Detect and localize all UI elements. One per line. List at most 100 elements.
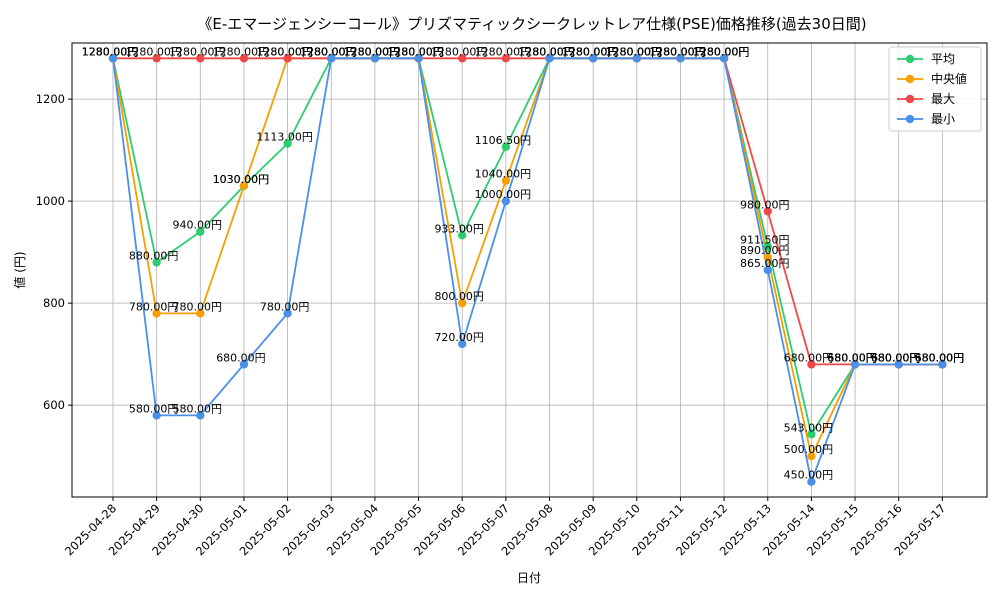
data-label-1: 680.00円 (827, 351, 877, 364)
data-label-0: 680.00円 (827, 351, 877, 364)
legend-label: 中央値 (931, 71, 967, 86)
data-label-2: 1280.00円 (169, 45, 226, 58)
data-label-3: 580.00円 (129, 402, 179, 415)
legend-swatch-marker (905, 114, 915, 124)
data-label-0: 1280.00円 (344, 45, 401, 58)
data-label-2: 1280.00円 (82, 45, 139, 58)
data-point-3 (458, 339, 467, 349)
legend-label: 平均 (931, 52, 955, 66)
data-point-2 (196, 54, 205, 63)
series-line-2 (113, 57, 943, 366)
data-label-2: 1280.00円 (649, 45, 706, 58)
data-label-2: 1280.00円 (518, 45, 575, 58)
data-label-0: 1280.00円 (649, 45, 706, 58)
data-label-1: 1280.00円 (300, 45, 357, 58)
legend-swatch-marker (905, 94, 915, 104)
data-point-3 (283, 309, 292, 318)
data-label-0: 933.00円 (434, 222, 484, 235)
data-label-3: 580.00円 (173, 402, 223, 415)
data-label-0: 1280.00円 (562, 45, 619, 58)
data-label-2: 1280.00円 (693, 45, 750, 58)
data-point-3 (414, 54, 423, 63)
data-label-0: 1280.00円 (300, 45, 357, 58)
series-line-3 (112, 57, 943, 485)
data-label-3: 680.00円 (915, 351, 965, 364)
data-label-0: 940.00円 (173, 219, 223, 232)
data-label-2: 1280.00円 (125, 45, 182, 58)
plot-frame (71, 42, 988, 498)
data-label-2: 680.00円 (871, 351, 921, 364)
data-label-2: 1280.00円 (562, 45, 619, 58)
data-point-3 (545, 54, 554, 63)
data-point-3 (196, 411, 205, 420)
series-line-0 (112, 57, 943, 437)
data-label-3: 1280.00円 (562, 45, 619, 58)
data-label-2: 680.00円 (827, 351, 877, 364)
data-point-1 (763, 253, 772, 262)
data-label-1: 1280.00円 (344, 45, 401, 58)
data-label-0: 1280.00円 (518, 45, 575, 58)
data-label-2: 1280.00円 (300, 45, 357, 58)
series-layer (108, 54, 947, 486)
data-point-2 (283, 54, 292, 63)
data-label-2: 1280.00円 (256, 45, 313, 58)
legend-box (888, 46, 982, 132)
data-label-0: 680.00円 (871, 351, 921, 364)
data-point-3 (807, 477, 816, 486)
data-label-1: 800.00円 (434, 290, 484, 303)
data-label-0: 1280.00円 (387, 45, 444, 58)
data-label-3: 680.00円 (216, 351, 266, 364)
data-point-2 (152, 54, 161, 63)
data-point-3 (894, 360, 903, 369)
data-point-1 (152, 309, 161, 318)
data-label-1: 680.00円 (915, 351, 965, 364)
data-point-0 (152, 258, 161, 267)
data-point-3 (501, 196, 511, 206)
y-tick-label: 800 (43, 296, 65, 310)
data-label-0: 1280.00円 (82, 45, 139, 58)
data-label-2: 980.00円 (740, 198, 790, 211)
data-point-3 (152, 411, 161, 420)
data-label-2: 1280.00円 (606, 45, 663, 58)
data-point-1 (458, 298, 467, 308)
y-axis-label: 値 (円) (12, 251, 27, 288)
legend-label: 最大 (931, 92, 955, 106)
data-point-2 (501, 54, 511, 63)
chart-title: 《E-エマージェンシーコール》プリズマティックシークレットレア仕様(PSE)価格… (197, 15, 866, 33)
data-label-1: 1040.00円 (475, 168, 532, 181)
data-label-1: 680.00円 (871, 351, 921, 364)
data-label-2: 1280.00円 (213, 45, 270, 58)
data-point-3 (327, 54, 336, 63)
data-label-3: 680.00円 (871, 351, 921, 364)
series-line-1 (112, 57, 943, 459)
data-label-3: 1280.00円 (518, 45, 575, 58)
x-axis-label: 日付 (517, 571, 541, 585)
data-label-0: 1030.00円 (213, 173, 270, 186)
data-label-2: 680.00円 (784, 351, 834, 364)
data-point-3 (239, 360, 249, 369)
data-point-0 (283, 139, 292, 148)
data-label-1: 780.00円 (173, 300, 223, 313)
data-point-3 (850, 360, 860, 369)
data-label-3: 1280.00円 (693, 45, 750, 58)
data-label-1: 890.00円 (740, 244, 790, 257)
data-label-1: 1280.00円 (649, 45, 706, 58)
data-label-0: 1280.00円 (606, 45, 663, 58)
legend-swatch-marker (905, 54, 915, 64)
data-label-1: 1280.00円 (562, 45, 619, 58)
data-point-0 (196, 227, 205, 236)
data-label-0: 880.00円 (129, 249, 179, 262)
grid (72, 43, 987, 497)
data-label-0: 1106.50円 (475, 134, 532, 147)
data-label-2: 1280.00円 (387, 45, 444, 58)
data-point-1 (807, 451, 816, 461)
data-label-1: 780.00円 (129, 300, 179, 313)
data-label-3: 780.00円 (260, 300, 310, 313)
data-point-1 (239, 181, 249, 191)
data-label-3: 450.00円 (784, 469, 834, 482)
data-label-0: 1113.00円 (256, 130, 313, 143)
data-label-1: 1280.00円 (693, 45, 750, 58)
data-label-1: 1280.00円 (606, 45, 663, 58)
